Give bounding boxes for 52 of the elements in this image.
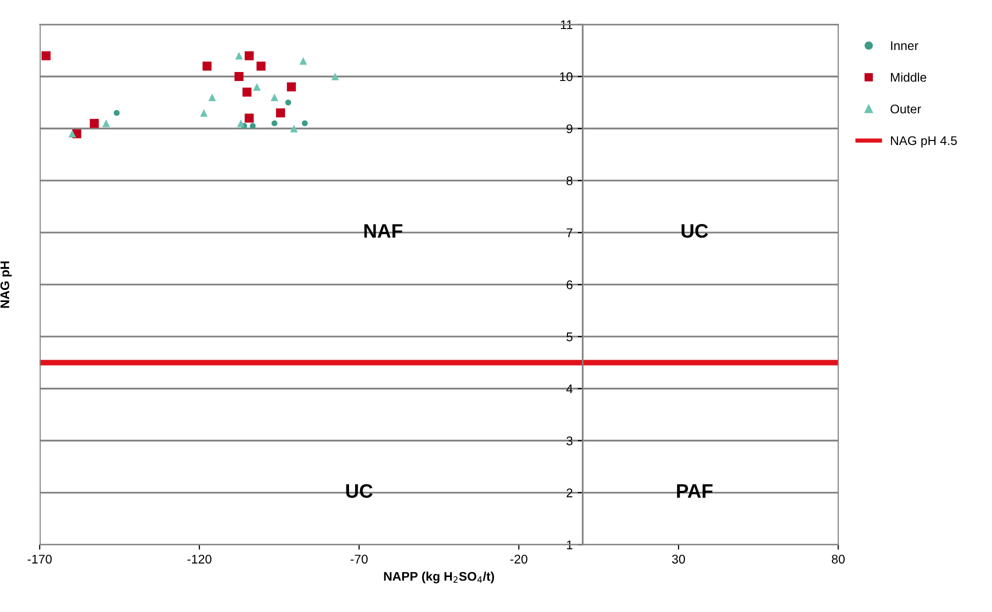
point	[244, 51, 254, 60]
point	[285, 100, 292, 106]
point	[90, 118, 99, 128]
point	[237, 120, 245, 128]
y-axis-title: NAG pH	[0, 261, 12, 308]
x-tick-label: -20	[510, 554, 528, 564]
point	[250, 122, 256, 129]
y-tick-label: 2	[566, 488, 572, 498]
annotation: UC	[346, 484, 373, 498]
point	[102, 120, 110, 128]
point	[299, 57, 308, 65]
point	[290, 124, 298, 132]
legend-label: Middle	[891, 72, 926, 82]
point	[302, 120, 308, 126]
annotation: UC	[682, 224, 708, 238]
legend-label: Outer	[890, 104, 922, 114]
legend-label: Inner	[891, 41, 918, 50]
point	[253, 83, 261, 91]
point	[331, 72, 339, 80]
point	[256, 62, 266, 71]
y-tick-label: 10	[560, 72, 572, 82]
x-tick-label: -120	[187, 554, 212, 564]
point	[286, 82, 296, 92]
point	[235, 52, 243, 60]
point	[208, 94, 216, 102]
point	[272, 120, 278, 126]
y-tick-label: 9	[566, 124, 572, 134]
y-tick-label: 4	[566, 384, 573, 394]
annotation: NAF	[364, 224, 402, 238]
legend-label: NAG pH 4.5	[891, 136, 957, 148]
point	[68, 130, 76, 138]
point	[242, 88, 252, 97]
x-axis-title: NAPP (kg H$_{2}$SO$_{4}$/t)	[384, 572, 494, 584]
y-tick-label: 6	[566, 280, 572, 290]
point	[42, 51, 51, 60]
point	[200, 109, 208, 117]
point	[276, 108, 286, 118]
point	[202, 62, 212, 71]
x-tick-label: -170	[28, 554, 52, 564]
point	[270, 94, 278, 102]
y-tick-label: 7	[566, 228, 572, 238]
point	[114, 110, 120, 116]
y-tick-label: 5	[566, 332, 572, 342]
point	[234, 72, 244, 81]
annotation: PAF	[677, 484, 713, 498]
x-tick-label: 80	[832, 554, 845, 564]
y-tick-label: 3	[566, 436, 572, 446]
y-tick-label: 1	[566, 540, 572, 550]
point	[244, 114, 254, 123]
x-tick-label: -70	[350, 554, 368, 564]
x-tick-label: 30	[672, 554, 685, 564]
y-tick-label: 8	[566, 176, 572, 186]
